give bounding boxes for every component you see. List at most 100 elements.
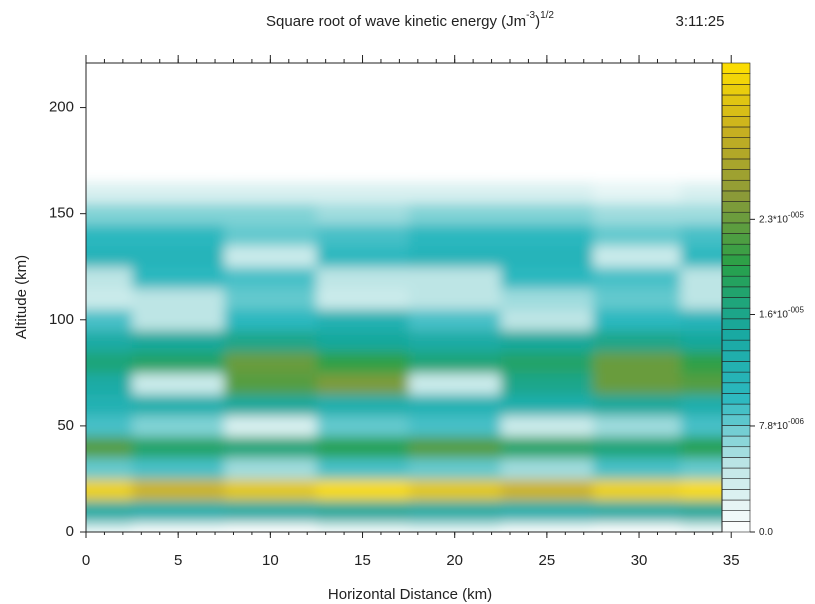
field-cell bbox=[408, 436, 502, 459]
field-cell bbox=[592, 478, 682, 501]
colorbar-stripe bbox=[721, 94, 751, 106]
field-cell bbox=[132, 266, 225, 289]
field-cell bbox=[86, 436, 133, 459]
field-cell bbox=[86, 330, 133, 353]
field-cell bbox=[316, 224, 410, 247]
field-cell bbox=[316, 372, 410, 395]
field-cell bbox=[408, 224, 502, 247]
field-cell bbox=[316, 203, 410, 225]
field-cell bbox=[132, 372, 225, 395]
colorbar-stripe bbox=[721, 73, 751, 85]
field-cell bbox=[500, 266, 594, 289]
field-cell bbox=[132, 309, 225, 331]
x-tick-label: 10 bbox=[262, 552, 279, 569]
field-cell bbox=[408, 351, 502, 374]
field-cell bbox=[680, 266, 722, 289]
field-cell bbox=[316, 309, 410, 331]
colorbar-stripe bbox=[721, 211, 751, 224]
colorbar-tick-base: 2.3*10 bbox=[759, 214, 788, 225]
field-cell bbox=[132, 436, 225, 459]
field-cell bbox=[132, 521, 225, 532]
field-cell bbox=[680, 478, 722, 501]
field-cell bbox=[132, 415, 225, 438]
field-cell bbox=[132, 457, 225, 480]
field-cell bbox=[224, 330, 317, 353]
plot-frame bbox=[85, 62, 723, 533]
field-cell bbox=[408, 266, 502, 289]
field-cell bbox=[224, 457, 317, 480]
field-cell bbox=[680, 351, 722, 374]
field-cell bbox=[500, 309, 594, 331]
y-tick-label: 150 bbox=[49, 205, 74, 222]
field-cell bbox=[224, 181, 317, 204]
field-cell bbox=[224, 351, 317, 374]
field-cell bbox=[224, 309, 317, 331]
field-cell bbox=[680, 500, 722, 522]
field-cell bbox=[500, 500, 594, 522]
field-cell bbox=[316, 266, 410, 289]
field-cell bbox=[408, 181, 502, 204]
field-cell bbox=[408, 203, 502, 225]
colorbar-stripe bbox=[721, 286, 751, 298]
field-cell bbox=[86, 203, 133, 225]
field-cell bbox=[500, 394, 594, 416]
field-cell bbox=[224, 478, 317, 501]
colorbar-stripe bbox=[721, 510, 751, 522]
field-cell bbox=[680, 330, 722, 353]
field-cell bbox=[500, 203, 594, 225]
y-tick-label: 200 bbox=[49, 99, 74, 116]
title-part: ) bbox=[535, 13, 540, 30]
axes: 0 5 10 15 20 25 30 35 0 50 100 150 200 bbox=[49, 55, 740, 569]
field-cell bbox=[316, 351, 410, 374]
colorbar-stripe bbox=[721, 297, 751, 309]
title-superscript: 1/2 bbox=[540, 10, 554, 21]
colorbar-stripe bbox=[721, 403, 751, 416]
field-cell bbox=[408, 521, 502, 532]
field-cell bbox=[680, 372, 722, 395]
field-cell bbox=[408, 287, 502, 310]
field-cell bbox=[224, 500, 317, 522]
x-tick-label: 25 bbox=[539, 552, 556, 569]
colorbar-tick-exponent: -005 bbox=[788, 306, 805, 315]
time-label: 3:11:25 bbox=[676, 13, 725, 30]
x-tick-label: 30 bbox=[631, 552, 648, 569]
colorbar-stripe bbox=[721, 158, 751, 170]
colorbar-stripe bbox=[721, 361, 751, 373]
field-cell bbox=[680, 224, 722, 247]
field-cell bbox=[592, 181, 682, 204]
field-cell bbox=[224, 172, 317, 183]
field-cell bbox=[316, 436, 410, 459]
colorbar-stripe bbox=[721, 254, 751, 266]
field-cell bbox=[224, 203, 317, 225]
field-cell bbox=[132, 330, 225, 353]
field-cell bbox=[132, 181, 225, 204]
field-cell bbox=[500, 330, 594, 353]
field-cell bbox=[316, 181, 410, 204]
colorbar-tick-label: 7.8*10-006 bbox=[759, 417, 804, 432]
field-cell bbox=[224, 287, 317, 310]
colorbar-stripe bbox=[721, 318, 751, 330]
colorbar-stripe bbox=[721, 329, 751, 341]
field-cell bbox=[408, 245, 502, 268]
colorbar-stripe bbox=[721, 179, 751, 192]
field-cell bbox=[592, 372, 682, 395]
y-tick-label: 50 bbox=[57, 417, 74, 434]
y-tick-label: 100 bbox=[49, 311, 74, 328]
x-axis-label: Horizontal Distance (km) bbox=[328, 586, 492, 603]
field-cell bbox=[132, 203, 225, 225]
field-cell bbox=[592, 521, 682, 532]
field-cell bbox=[408, 415, 502, 438]
field-cell bbox=[592, 266, 682, 289]
field-cell bbox=[680, 394, 722, 416]
field-cell bbox=[500, 287, 594, 310]
field-cell bbox=[86, 478, 133, 501]
field-cell bbox=[680, 181, 722, 204]
colorbar-tick-base: 1.6*10 bbox=[759, 309, 788, 320]
x-tick-label: 20 bbox=[446, 552, 463, 569]
field-cell bbox=[680, 457, 722, 480]
field-cell bbox=[408, 500, 502, 522]
colorbar-stripe bbox=[721, 457, 751, 469]
field-cell bbox=[592, 224, 682, 247]
